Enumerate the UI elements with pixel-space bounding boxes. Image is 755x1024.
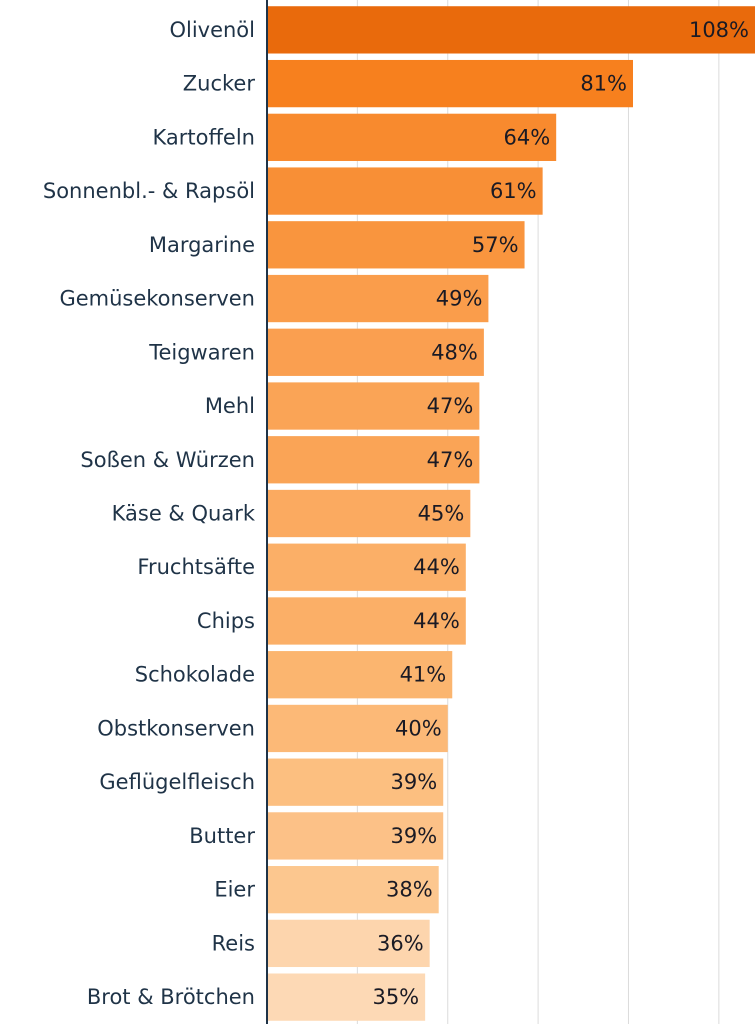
bar (267, 274, 489, 323)
category-label: Obstkonserven (97, 716, 255, 740)
bar (267, 6, 755, 54)
category-label: Olivenöl (169, 18, 255, 42)
bar (267, 59, 633, 108)
value-label: 48% (431, 340, 478, 364)
value-label: 57% (472, 233, 519, 257)
category-label: Zucker (183, 72, 256, 96)
value-label: 39% (391, 824, 438, 848)
value-label: 61% (490, 179, 537, 203)
bar (267, 221, 525, 269)
value-label: 47% (427, 394, 474, 418)
category-label: Reis (212, 931, 255, 955)
category-label: Kartoffeln (152, 125, 255, 149)
category-label: Eier (214, 878, 255, 902)
value-label: 40% (395, 716, 442, 740)
bar (267, 812, 444, 860)
bar (267, 543, 466, 591)
category-label: Mehl (205, 394, 255, 418)
category-label: Chips (197, 609, 255, 633)
value-label: 81% (580, 72, 627, 96)
bar (267, 651, 453, 699)
bar (267, 973, 426, 1021)
bar (267, 382, 480, 430)
bar (267, 436, 480, 484)
category-label: Gemüsekonserven (59, 287, 255, 311)
value-label: 44% (413, 555, 460, 579)
category-label: Käse & Quark (112, 502, 256, 526)
bar (267, 919, 430, 968)
bar (267, 866, 439, 914)
bar (267, 167, 543, 215)
bar (267, 704, 448, 753)
bar (267, 328, 484, 376)
category-label: Margarine (149, 233, 255, 257)
category-label: Schokolade (135, 663, 255, 687)
value-label: 45% (418, 502, 465, 526)
category-label: Brot & Brötchen (87, 985, 255, 1009)
value-label: 35% (372, 985, 419, 1009)
bar (267, 113, 557, 161)
category-label: Fruchtsäfte (137, 555, 255, 579)
value-label: 36% (377, 931, 424, 955)
value-label: 39% (391, 770, 438, 794)
bar (267, 597, 466, 645)
value-label: 47% (427, 448, 474, 472)
value-label: 108% (689, 18, 749, 42)
value-label: 38% (386, 878, 433, 902)
category-label: Geflügelfleisch (99, 770, 255, 794)
category-label: Sonnenbl.- & Rapsöl (43, 179, 255, 203)
category-label: Soßen & Würzen (80, 448, 255, 472)
value-label: 64% (503, 125, 550, 149)
bar (267, 758, 444, 806)
category-label: Teigwaren (148, 340, 255, 364)
bar (267, 489, 471, 538)
category-label: Butter (189, 824, 255, 848)
value-label: 44% (413, 609, 460, 633)
value-label: 49% (436, 287, 483, 311)
value-label: 41% (400, 663, 447, 687)
